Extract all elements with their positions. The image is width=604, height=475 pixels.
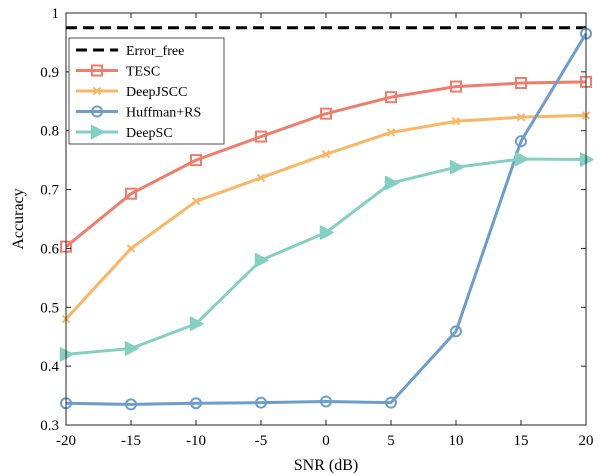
data-point-deepsc xyxy=(189,316,204,332)
data-point-tesc xyxy=(450,80,462,93)
data-point-deepsc xyxy=(449,159,464,175)
data-point-deepjscc xyxy=(256,173,266,183)
data-point-deepjscc-stroke-b xyxy=(516,112,526,122)
data-point-huffman-rs xyxy=(320,395,332,408)
data-point-tesc xyxy=(385,91,397,104)
series-line-huffman-rs xyxy=(65,32,588,406)
legend: Error_free TESC DeepJSCC Huffman+RS DeepSC xyxy=(68,37,225,145)
x-tick-label: 15 xyxy=(514,433,529,449)
x-tick-label: -20 xyxy=(56,433,76,449)
data-point-deepjscc xyxy=(451,117,461,126)
series-layer xyxy=(59,26,594,411)
series-deepsc xyxy=(59,151,594,362)
data-point-tesc xyxy=(190,154,202,167)
tick-layer: -20 -15 -10 -5 0 5 10 15 20 0.3 0.4 0.5 0.6 0.7 0.8 0.9… xyxy=(40,6,593,449)
data-point-tesc xyxy=(255,130,267,143)
data-point-deepjscc xyxy=(191,197,201,206)
data-point-deepsc xyxy=(59,347,74,362)
legend-label-error-free: Error_free xyxy=(126,44,184,59)
data-point-deepjscc-stroke-b xyxy=(256,173,266,183)
data-point-deepsc xyxy=(579,152,594,167)
data-point-deepjscc-stroke-b xyxy=(386,128,396,137)
x-axis-label: SNR (dB) xyxy=(294,457,358,474)
data-point-deepsc xyxy=(384,175,399,191)
y-axis-label: Accuracy xyxy=(10,188,27,249)
data-point-deepjscc-stroke-b xyxy=(191,197,201,206)
legend-marker-deepsc xyxy=(90,124,105,140)
x-tick-label: 10 xyxy=(449,433,464,449)
data-point-deepsc xyxy=(254,252,269,268)
x-tick-label: -15 xyxy=(121,433,141,449)
data-point-huffman-rs xyxy=(385,396,397,409)
data-point-deepjscc xyxy=(126,244,136,253)
legend-label-deepsc: DeepSC xyxy=(126,126,173,141)
x-tick-label: 0 xyxy=(322,433,330,449)
legend-label-tesc: TESC xyxy=(126,65,160,80)
y-tick-label: 0.4 xyxy=(40,359,59,375)
x-tick-label: -5 xyxy=(255,433,268,449)
x-tick-label: 5 xyxy=(387,433,395,449)
y-tick-label: 0.3 xyxy=(40,418,59,434)
series-tesc xyxy=(60,75,592,253)
data-point-deepjscc-stroke-b xyxy=(126,244,136,253)
data-point-huffman-rs xyxy=(125,398,137,411)
y-tick-label: 0.8 xyxy=(40,124,59,140)
data-point-tesc xyxy=(125,187,137,200)
data-point-deepsc xyxy=(514,151,529,167)
data-point-tesc xyxy=(320,107,332,120)
data-point-tesc xyxy=(515,77,527,90)
legend-marker-tesc xyxy=(91,64,103,77)
data-point-huffman-rs xyxy=(255,396,267,409)
data-point-deepjscc xyxy=(516,112,526,122)
data-point-deepsc xyxy=(319,225,334,240)
data-point-deepjscc xyxy=(386,128,396,137)
y-tick-label: 0.9 xyxy=(40,65,59,81)
data-point-huffman-rs xyxy=(515,135,527,148)
legend-label-huffman-rs: Huffman+RS xyxy=(126,106,201,121)
y-tick-label: 0.6 xyxy=(40,241,59,257)
data-point-deepsc xyxy=(124,341,139,356)
legend-marker-deepjscc xyxy=(92,86,102,96)
data-point-deepjscc xyxy=(321,150,331,159)
legend-label-deepjscc: DeepJSCC xyxy=(126,85,187,100)
legend-marker-deepjscc-stroke-b xyxy=(92,86,102,96)
y-tick-label: 0.5 xyxy=(40,300,59,316)
series-line-tesc xyxy=(65,80,587,248)
data-point-deepjscc-stroke-b xyxy=(321,150,331,159)
data-point-deepjscc-stroke-b xyxy=(451,117,461,126)
legend-marker-huffman-rs xyxy=(91,105,103,118)
x-tick-label: 20 xyxy=(579,433,594,449)
data-point-huffman-rs xyxy=(450,325,462,338)
series-deepjscc xyxy=(61,111,591,324)
y-tick-label: 0.7 xyxy=(40,183,59,199)
x-tick-label: -10 xyxy=(186,433,206,449)
y-tick-label: 1 xyxy=(52,6,60,22)
data-point-huffman-rs xyxy=(190,397,202,410)
